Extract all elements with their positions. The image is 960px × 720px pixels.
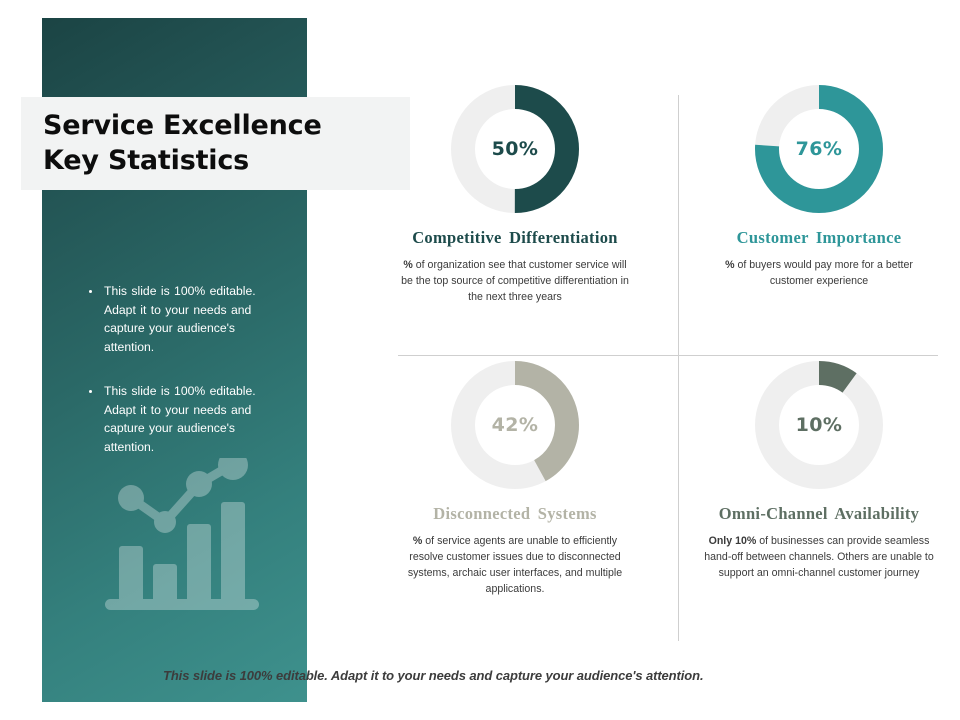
stat-heading-3: Omni-Channel Availability <box>718 504 920 523</box>
donut-arc-0 <box>451 85 579 213</box>
donut-arc-1 <box>755 85 883 213</box>
list-item: This slide is 100% editable. Adapt it to… <box>42 282 307 356</box>
stat-description-rest-0: of organization see that customer servic… <box>401 259 629 303</box>
stat-card-disconnected-systems: 42% Disconnected Systems % of service ag… <box>376 360 654 598</box>
donut-chart-2: 42% <box>450 360 580 490</box>
divider-horizontal <box>398 355 938 356</box>
stat-heading-2: Disconnected Systems <box>433 504 597 523</box>
stat-heading-0: Competitive Differentiation <box>412 228 618 247</box>
donut-svg-3 <box>755 361 883 489</box>
donut-svg-2 <box>451 361 579 489</box>
stat-description-rest-2: of service agents are unable to efficien… <box>407 535 623 595</box>
stat-description-1: % of buyers would pay more for a better … <box>704 258 934 290</box>
page-title-box: Service Excellence Key Statistics <box>21 97 410 190</box>
bar-chart-line-icon <box>105 458 259 610</box>
stat-description-lead-2: % <box>412 535 423 547</box>
stat-description-lead-1: % <box>725 259 735 271</box>
donut-chart-1: 76% <box>754 84 884 214</box>
donut-chart-0: 50% <box>450 84 580 214</box>
stat-card-customer-importance: 76% Customer Importance % of buyers woul… <box>680 84 958 290</box>
donut-value-3: 10% <box>795 414 843 436</box>
stat-description-lead-3: Only 10% <box>708 535 757 547</box>
stat-card-omni-channel-availability: 10% Omni-Channel Availability Only 10% o… <box>680 360 958 582</box>
donut-svg-1 <box>755 85 883 213</box>
donut-value-1: 76% <box>795 138 843 160</box>
donut-svg-0 <box>451 85 579 213</box>
list-item: This slide is 100% editable. Adapt it to… <box>42 382 307 456</box>
stat-description-lead-0: % <box>403 259 413 271</box>
donut-arc-2 <box>451 361 579 489</box>
donut-value-0: 50% <box>491 138 539 160</box>
stat-description-2: % of service agents are unable to effici… <box>400 534 630 598</box>
footer-note: This slide is 100% editable. Adapt it to… <box>163 668 704 683</box>
sidebar-bullet-list: This slide is 100% editable. Adapt it to… <box>42 282 307 482</box>
stat-description-rest-1: of buyers would pay more for a better cu… <box>734 259 913 287</box>
donut-chart-3: 10% <box>754 360 884 490</box>
stat-description-3: Only 10% of businesses can provide seaml… <box>704 534 934 582</box>
stat-description-0: % of organization see that customer serv… <box>400 258 630 306</box>
stat-heading-1: Customer Importance <box>736 228 902 247</box>
stat-card-competitive-differentiation: 50% Competitive Differentiation % of org… <box>376 84 654 306</box>
donut-arc-3 <box>755 361 883 489</box>
stat-description-rest-3: of businesses can provide seamless hand-… <box>704 535 934 579</box>
donut-value-2: 42% <box>491 414 539 436</box>
page-title: Service Excellence Key Statistics <box>43 109 322 176</box>
divider-vertical <box>678 95 679 641</box>
